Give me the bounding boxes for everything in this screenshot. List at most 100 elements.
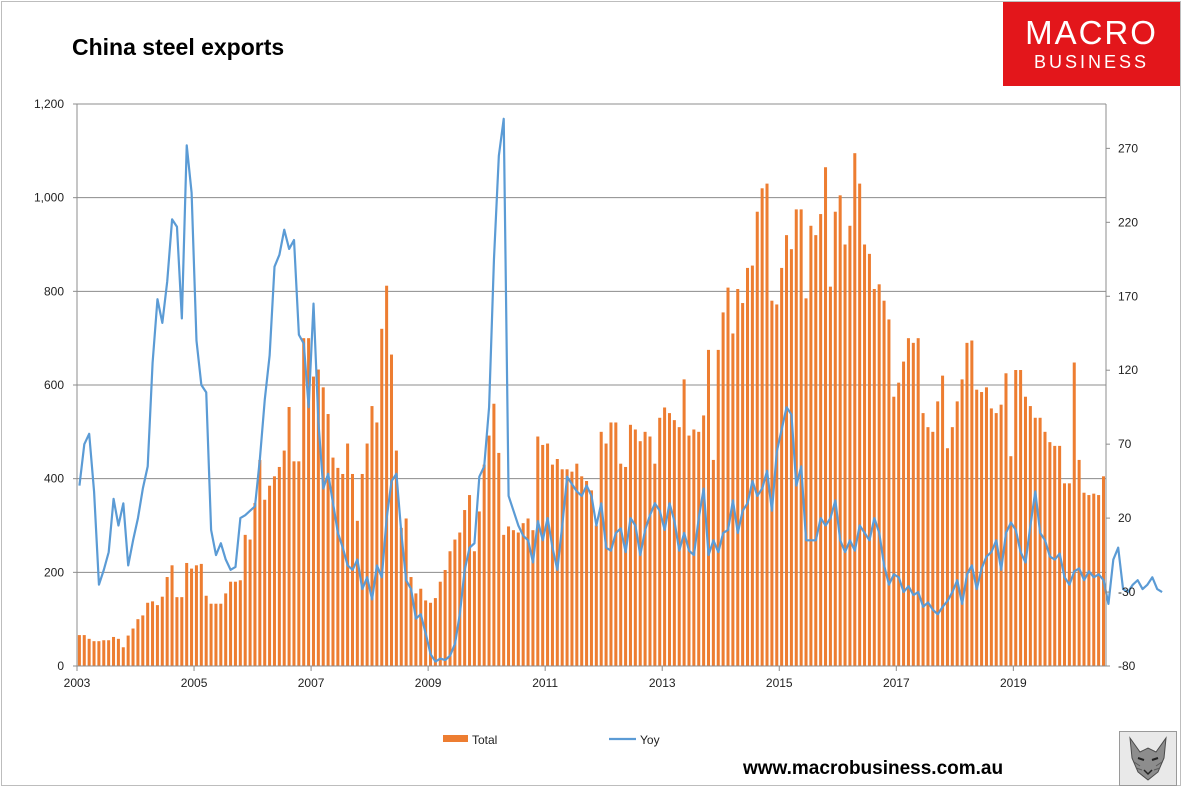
x-tick-label: 2003 <box>64 676 91 690</box>
bar-total-100 <box>565 469 569 666</box>
bar-total-96 <box>546 443 550 666</box>
bar-total-120 <box>663 407 667 666</box>
bar-total-66 <box>399 527 403 666</box>
bar-total-200 <box>1053 445 1057 666</box>
bar-total-94 <box>536 436 540 666</box>
bar-total-118 <box>653 463 657 666</box>
bar-total-59 <box>365 443 369 666</box>
bar-total-103 <box>580 476 584 666</box>
bar-total-209 <box>1097 495 1101 666</box>
bar-total-40 <box>272 476 276 666</box>
website-url[interactable]: www.macrobusiness.com.au <box>743 758 1004 779</box>
bar-total-163 <box>872 288 876 666</box>
y-right-tick-label: 20 <box>1118 511 1132 525</box>
bar-total-76 <box>448 551 452 666</box>
bar-total-132 <box>721 312 725 666</box>
bar-total-141 <box>765 183 769 666</box>
bar-total-194 <box>1023 396 1027 666</box>
chart-title: China steel exports <box>72 34 285 60</box>
bar-total-41 <box>277 466 281 666</box>
bar-total-50 <box>321 387 325 666</box>
bar-total-57 <box>355 520 359 666</box>
bar-total-196 <box>1033 417 1037 666</box>
bar-total-99 <box>560 469 564 666</box>
bar-total-13 <box>141 615 145 666</box>
bar-total-174 <box>926 427 930 666</box>
y-left-tick-label: 400 <box>44 472 64 486</box>
bar-total-29 <box>219 603 223 666</box>
bar-total-55 <box>346 443 350 666</box>
bar-total-131 <box>716 349 720 667</box>
bar-total-38 <box>263 499 267 666</box>
bar-total-70 <box>419 588 423 666</box>
bar-total-172 <box>916 338 920 666</box>
bar-total-11 <box>131 628 135 666</box>
line-yoy <box>78 117 1163 663</box>
bar-total-139 <box>755 211 759 666</box>
bar-total-111 <box>619 463 623 666</box>
y-left-tick-label: 800 <box>44 284 64 298</box>
bar-total-6 <box>107 640 111 666</box>
bar-total-3 <box>92 641 96 666</box>
bar-total-207 <box>1087 495 1091 666</box>
bar-total-82 <box>477 511 481 666</box>
bar-total-187 <box>989 408 993 666</box>
x-tick-label: 2013 <box>649 676 676 690</box>
bar-total-93 <box>531 530 535 666</box>
bar-total-135 <box>736 288 740 666</box>
bar-total-164 <box>877 284 881 666</box>
bar-total-144 <box>780 267 784 666</box>
bar-total-45 <box>297 461 301 666</box>
bar-total-114 <box>633 429 637 666</box>
bar-total-210 <box>1102 476 1106 666</box>
bar-total-110 <box>614 422 618 666</box>
bar-total-184 <box>975 389 979 666</box>
bar-total-52 <box>331 457 335 666</box>
bar-total-171 <box>911 342 915 666</box>
bar-total-128 <box>702 415 706 666</box>
bar-total-53 <box>336 467 340 666</box>
bar-total-198 <box>1043 431 1047 666</box>
logo-line-1: MACRO <box>1025 14 1158 51</box>
bar-total-19 <box>170 565 174 666</box>
bar-total-97 <box>550 464 554 666</box>
bar-total-150 <box>809 225 813 666</box>
bar-total-146 <box>789 249 793 666</box>
bar-total-116 <box>643 431 647 666</box>
y-right-tick-label: 270 <box>1118 141 1138 155</box>
bar-total-46 <box>302 338 306 666</box>
x-tick-label: 2007 <box>298 676 325 690</box>
bar-total-62 <box>380 328 384 666</box>
bar-total-148 <box>799 209 803 667</box>
bar-total-35 <box>248 539 252 666</box>
bar-total-178 <box>945 448 949 666</box>
y-left-tick-label: 1,200 <box>34 97 64 111</box>
macrobusiness-logo[interactable]: MACRO BUSINESS <box>1003 2 1180 86</box>
bar-total-102 <box>575 463 579 666</box>
bar-total-48 <box>311 376 315 666</box>
bar-total-169 <box>902 361 906 666</box>
bar-total-95 <box>541 444 545 666</box>
bar-total-64 <box>389 354 394 666</box>
bar-total-91 <box>521 523 525 666</box>
bar-total-192 <box>1014 370 1018 666</box>
bar-total-33 <box>238 580 242 666</box>
bar-total-42 <box>282 450 286 666</box>
bar-total-101 <box>570 471 574 666</box>
bar-total-208 <box>1092 493 1096 666</box>
bar-total-142 <box>770 300 774 666</box>
bar-total-173 <box>921 413 925 666</box>
bar-total-138 <box>750 265 754 666</box>
bar-total-69 <box>414 593 418 666</box>
bar-total-1 <box>82 635 86 666</box>
bar-total-28 <box>214 603 218 666</box>
bar-total-122 <box>672 420 676 667</box>
bar-total-8 <box>116 638 120 666</box>
bar-total-67 <box>404 518 408 666</box>
bar-total-130 <box>711 459 715 666</box>
legend-label-total: Total <box>472 733 497 747</box>
bar-total-159 <box>853 153 857 666</box>
bar-total-85 <box>492 403 496 666</box>
bar-total-74 <box>438 581 442 666</box>
bar-total-81 <box>472 551 476 666</box>
